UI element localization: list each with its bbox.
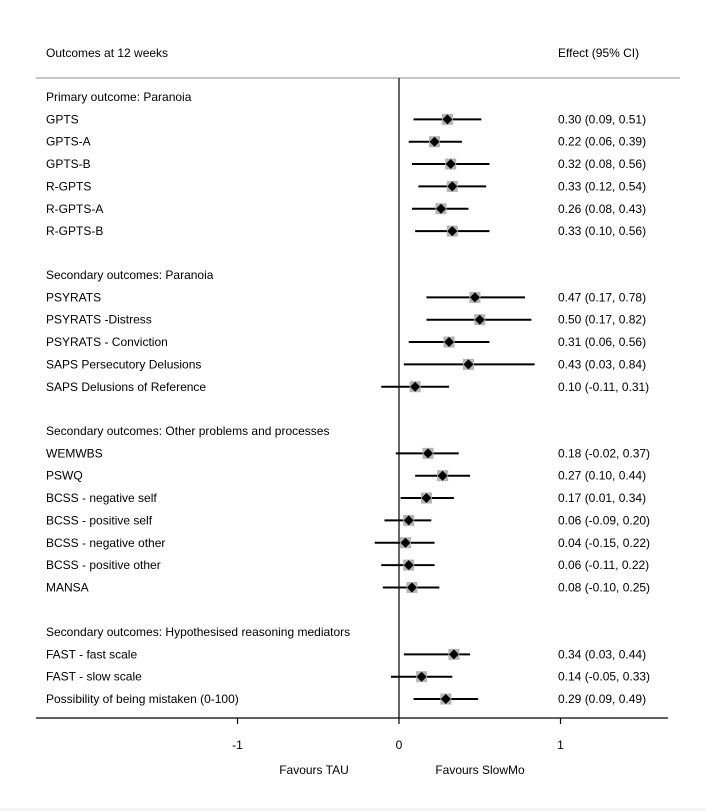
row-label: FAST - slow scale <box>46 670 142 684</box>
estimate-diamond <box>469 292 480 303</box>
estimate-diamond <box>435 203 446 214</box>
estimate-diamond <box>416 671 427 682</box>
estimate-diamond <box>400 537 411 548</box>
row-label: BCSS - positive other <box>46 558 161 572</box>
row-ci-text: 0.33 (0.10, 0.56) <box>558 224 646 238</box>
row-label: BCSS - negative other <box>46 536 165 550</box>
row-ci-text: 0.22 (0.06, 0.39) <box>558 135 646 149</box>
estimate-diamond <box>421 493 432 504</box>
row-label: PSYRATS <box>46 290 101 304</box>
row-ci-text: 0.18 (-0.02, 0.37) <box>558 446 650 460</box>
row-ci-text: 0.27 (0.10, 0.44) <box>558 469 646 483</box>
x-tick-label: -1 <box>232 738 243 752</box>
row-ci-text: 0.04 (-0.15, 0.22) <box>558 536 650 550</box>
row-ci-text: 0.31 (0.06, 0.56) <box>558 335 646 349</box>
row-ci-text: 0.34 (0.03, 0.44) <box>558 647 646 661</box>
row-ci-text: 0.06 (-0.11, 0.22) <box>558 558 649 572</box>
x-tick-label: 0 <box>396 738 403 752</box>
row-ci-text: 0.06 (-0.09, 0.20) <box>558 513 650 527</box>
header-outcomes-label: Outcomes at 12 weeks <box>46 46 168 60</box>
row-label: SAPS Delusions of Reference <box>46 380 206 394</box>
group-title: Secondary outcomes: Other problems and p… <box>46 424 329 438</box>
x-tick-label: 1 <box>557 738 564 752</box>
row-ci-text: 0.08 (-0.10, 0.25) <box>558 580 650 594</box>
estimate-diamond <box>463 359 474 370</box>
row-ci-text: 0.43 (0.03, 0.84) <box>558 357 646 371</box>
row-label: WEMWBS <box>46 446 103 460</box>
row-ci-text: 0.26 (0.08, 0.43) <box>558 202 646 216</box>
favours-tau-label: Favours TAU <box>279 763 349 777</box>
row-label: BCSS - positive self <box>46 513 153 527</box>
estimate-diamond <box>448 649 459 660</box>
row-label: PSYRATS - Conviction <box>46 335 168 349</box>
row-ci-text: 0.50 (0.17, 0.82) <box>558 313 646 327</box>
estimate-diamond <box>440 694 451 705</box>
estimate-diamond <box>447 226 458 237</box>
header-effect-label: Effect (95% CI) <box>558 46 639 60</box>
row-label: SAPS Persecutory Delusions <box>46 357 201 371</box>
estimate-diamond <box>474 314 485 325</box>
estimate-diamond <box>406 582 417 593</box>
estimate-diamond <box>445 159 456 170</box>
row-label: R-GPTS-B <box>46 224 103 238</box>
group-title: Secondary outcomes: Hypothesised reasoni… <box>46 625 350 639</box>
row-ci-text: 0.17 (0.01, 0.34) <box>558 491 646 505</box>
row-ci-text: 0.29 (0.09, 0.49) <box>558 692 646 706</box>
estimate-diamond <box>444 337 455 348</box>
estimate-diamond <box>447 181 458 192</box>
estimate-diamond <box>423 448 434 459</box>
row-label: PSYRATS -Distress <box>46 313 152 327</box>
row-label: MANSA <box>46 580 89 594</box>
row-label: R-GPTS <box>46 179 91 193</box>
row-label: R-GPTS-A <box>46 202 103 216</box>
row-label: GPTS-A <box>46 135 91 149</box>
estimate-diamond <box>442 114 453 125</box>
row-ci-text: 0.30 (0.09, 0.51) <box>558 112 646 126</box>
row-ci-text: 0.14 (-0.05, 0.33) <box>558 670 650 684</box>
group-title: Secondary outcomes: Paranoia <box>46 268 214 282</box>
estimate-diamond <box>403 560 414 571</box>
group-title: Primary outcome: Paranoia <box>46 90 192 104</box>
row-ci-text: 0.47 (0.17, 0.78) <box>558 290 646 304</box>
estimate-diamond <box>437 470 448 481</box>
row-label: FAST - fast scale <box>46 647 137 661</box>
row-label: GPTS-B <box>46 157 91 171</box>
row-label: Possibility of being mistaken (0-100) <box>46 692 239 706</box>
favours-slowmo-label: Favours SlowMo <box>435 763 525 777</box>
row-ci-text: 0.32 (0.08, 0.56) <box>558 157 646 171</box>
row-label: BCSS - negative self <box>46 491 157 505</box>
row-label: GPTS <box>46 112 79 126</box>
estimate-diamond <box>410 381 421 392</box>
estimate-diamond <box>403 515 414 526</box>
row-ci-text: 0.33 (0.12, 0.54) <box>558 179 646 193</box>
row-label: PSWQ <box>46 469 83 483</box>
row-ci-text: 0.10 (-0.11, 0.31) <box>558 380 649 394</box>
estimate-diamond <box>429 136 440 147</box>
